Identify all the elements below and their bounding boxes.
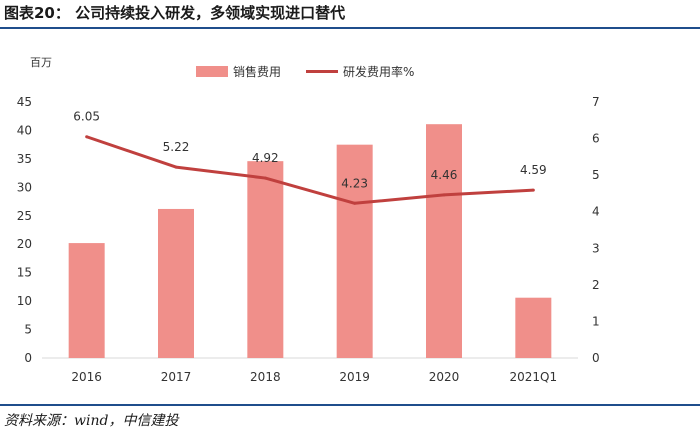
right-tick-label: 4 bbox=[592, 205, 600, 219]
line-point-2019 bbox=[353, 201, 357, 205]
left-tick-label: 15 bbox=[17, 266, 32, 280]
left-axis: 0 5 10 15 20 25 30 35 40 45 bbox=[17, 95, 578, 365]
line-path bbox=[86, 135, 534, 205]
data-label: 4.92 bbox=[252, 151, 279, 165]
x-tick-label: 2017 bbox=[161, 370, 192, 384]
line-point-2021Q1 bbox=[531, 188, 535, 192]
left-tick-label: 5 bbox=[24, 323, 32, 337]
left-tick-label: 20 bbox=[17, 237, 32, 251]
right-tick-label: 2 bbox=[592, 278, 600, 292]
bar-2021Q1 bbox=[515, 297, 552, 358]
data-label: 5.22 bbox=[163, 140, 190, 154]
legend-swatch-bar bbox=[196, 66, 228, 77]
x-tick-label: 2020 bbox=[429, 370, 460, 384]
right-tick-label: 6 bbox=[592, 132, 600, 146]
x-axis-labels: 2016 2017 2018 2019 2020 2021Q1 bbox=[71, 370, 557, 384]
right-tick-label: 0 bbox=[592, 351, 600, 365]
line-point-2017 bbox=[174, 165, 178, 169]
right-tick-label: 7 bbox=[592, 95, 600, 109]
right-tick-label: 5 bbox=[592, 168, 600, 182]
line-point-2016 bbox=[85, 135, 89, 139]
left-tick-label: 25 bbox=[17, 209, 32, 223]
bar-2016 bbox=[68, 243, 105, 358]
x-tick-label: 2019 bbox=[339, 370, 370, 384]
bar-2019 bbox=[336, 144, 373, 358]
left-tick-label: 30 bbox=[17, 180, 32, 194]
right-tick-label: 3 bbox=[592, 241, 600, 255]
legend-label-bar: 销售费用 bbox=[233, 64, 281, 79]
legend-label-line: 研发费用率% bbox=[343, 64, 414, 79]
x-tick-label: 2021Q1 bbox=[510, 370, 558, 384]
legend: 销售费用 研发费用率% bbox=[196, 64, 414, 79]
bar-2018 bbox=[247, 161, 284, 358]
left-tick-label: 40 bbox=[17, 123, 32, 137]
x-tick-label: 2018 bbox=[250, 370, 281, 384]
data-label: 4.46 bbox=[431, 168, 458, 182]
data-label: 6.05 bbox=[73, 110, 100, 124]
right-tick-label: 1 bbox=[592, 314, 600, 328]
right-axis: 0 1 2 3 4 5 6 7 bbox=[592, 95, 600, 365]
bar-series bbox=[68, 124, 552, 358]
bar-2020 bbox=[426, 124, 462, 358]
line-point-2020 bbox=[442, 193, 446, 197]
bar-2017 bbox=[158, 208, 194, 358]
line-point-2018 bbox=[263, 176, 267, 180]
left-tick-label: 35 bbox=[17, 152, 32, 166]
line-series: 6.05 5.22 4.92 4.23 4.46 4.59 bbox=[73, 110, 547, 205]
left-tick-label: 10 bbox=[17, 294, 32, 308]
source-note: 资料来源：wind，中信建投 bbox=[4, 413, 179, 429]
data-label: 4.59 bbox=[520, 163, 547, 177]
top-divider bbox=[0, 27, 700, 29]
left-tick-label: 45 bbox=[17, 95, 32, 109]
x-tick-label: 2016 bbox=[71, 370, 102, 384]
left-axis-unit: 百万 bbox=[30, 56, 52, 69]
bottom-divider bbox=[0, 404, 700, 406]
left-tick-label: 0 bbox=[24, 351, 32, 365]
chart-title: 图表20： 公司持续投入研发，多领域实现进口替代 bbox=[4, 4, 346, 22]
data-label: 4.23 bbox=[341, 176, 368, 190]
